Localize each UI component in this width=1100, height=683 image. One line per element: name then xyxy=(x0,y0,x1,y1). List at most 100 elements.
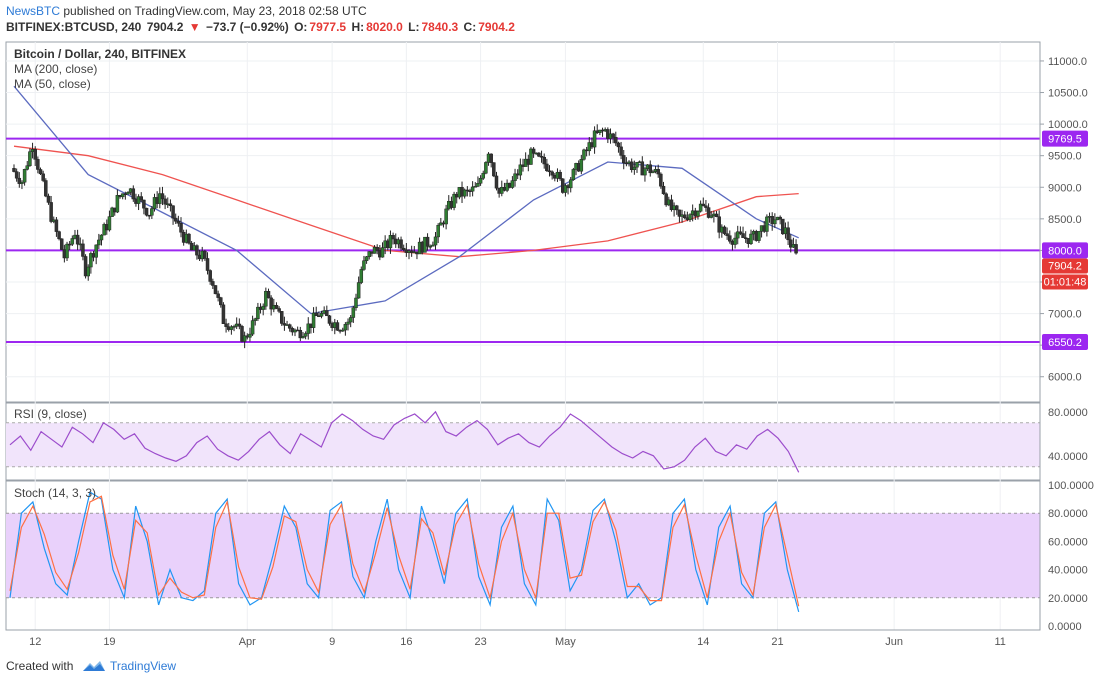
candle xyxy=(696,211,700,217)
candle xyxy=(306,323,311,334)
candle xyxy=(648,164,652,174)
candle xyxy=(179,223,183,233)
candle xyxy=(14,171,19,179)
created-with-text: Created with xyxy=(6,659,74,673)
candle xyxy=(484,162,488,174)
candle xyxy=(773,219,777,225)
candle xyxy=(492,162,496,177)
candle xyxy=(611,133,615,138)
y-tick-label: 10500.0 xyxy=(1048,88,1088,100)
chart-title: Bitcoin / Dollar, 240, BITFINEX xyxy=(14,47,186,61)
candle xyxy=(476,183,480,187)
candle xyxy=(33,149,37,160)
last-price-label: 7904.2 xyxy=(1048,260,1082,272)
axes: 12 19 Apr 9 16 23 May 14 21 Jun 11 11000.0 10500.0 10… xyxy=(6,42,1094,648)
candle xyxy=(388,235,393,249)
tradingview-logo-icon[interactable] xyxy=(82,658,106,674)
candle xyxy=(22,169,27,183)
candle xyxy=(59,238,64,250)
stoch-pane[interactable]: Stoch (14, 3, 3) xyxy=(6,486,1040,613)
candle xyxy=(717,216,721,233)
candle xyxy=(651,171,655,174)
candle xyxy=(187,233,191,244)
published-text: published on TradingView.com, May 23, 20… xyxy=(63,4,367,18)
candle xyxy=(614,136,618,144)
candle xyxy=(325,310,329,317)
stoch-tick-label: 80.0000 xyxy=(1048,508,1088,520)
price-change: −73.7 (−0.92%) xyxy=(205,20,289,34)
ma200-legend: MA (200, close) xyxy=(14,62,97,76)
publisher-line: NewsBTC published on TradingView.com, Ma… xyxy=(6,4,367,18)
candle xyxy=(20,181,24,184)
candle xyxy=(261,305,265,310)
candle xyxy=(171,205,175,219)
candle xyxy=(433,236,438,246)
candle xyxy=(168,203,173,206)
candle xyxy=(640,161,645,176)
footer: Created with TradingView xyxy=(0,650,1100,683)
candle xyxy=(131,188,136,200)
candle xyxy=(208,270,212,282)
candle xyxy=(75,234,80,245)
last-price-bg xyxy=(1042,258,1088,274)
candle xyxy=(163,198,167,205)
candle xyxy=(269,297,273,310)
candle xyxy=(107,216,112,231)
candle xyxy=(301,336,305,339)
candle xyxy=(531,148,536,154)
rsi-pane[interactable]: RSI (9, close) xyxy=(6,407,1040,473)
x-tick-label: 12 xyxy=(29,636,41,648)
candle xyxy=(12,168,16,172)
candle xyxy=(110,207,114,217)
y-tick-label: 6000.0 xyxy=(1048,372,1082,384)
rsi-tick-label: 40.0000 xyxy=(1048,451,1088,463)
y-tick-label: 10000.0 xyxy=(1048,119,1088,131)
candle xyxy=(242,335,247,342)
candle xyxy=(364,256,369,261)
candle xyxy=(465,189,470,192)
chart-header: NewsBTC published on TradingView.com, Ma… xyxy=(0,0,1100,38)
candle xyxy=(343,324,348,331)
stoch-d-line xyxy=(9,495,800,607)
low-label: L: xyxy=(408,20,420,34)
ma50-line xyxy=(13,85,799,315)
close-value: 7904.2 xyxy=(478,20,515,34)
candle xyxy=(425,236,430,247)
candle xyxy=(539,156,544,158)
x-tick-label: 19 xyxy=(103,636,115,648)
level-label-bg xyxy=(1042,130,1088,147)
candle xyxy=(542,156,546,165)
x-tick-label: 23 xyxy=(474,636,486,648)
candle xyxy=(36,159,40,170)
candle xyxy=(340,329,345,332)
candle xyxy=(545,163,549,172)
rsi-line xyxy=(9,410,800,473)
candle xyxy=(28,151,32,166)
candle xyxy=(473,185,478,188)
last-price: 7904.2 xyxy=(146,20,184,34)
candle xyxy=(139,196,143,201)
candle xyxy=(282,323,287,326)
candle xyxy=(346,321,350,325)
publisher-name[interactable]: NewsBTC xyxy=(6,4,61,18)
tradingview-link[interactable]: TradingView xyxy=(110,659,177,673)
candle xyxy=(160,193,165,200)
y-tick-label: 8500.0 xyxy=(1048,214,1082,226)
candle xyxy=(728,235,732,242)
candle xyxy=(94,244,98,258)
x-tick-label: Apr xyxy=(239,636,256,648)
candle xyxy=(659,173,663,187)
candle xyxy=(401,247,406,251)
level-label-bg xyxy=(1042,242,1088,259)
candle xyxy=(173,217,178,222)
level-label: 6550.2 xyxy=(1048,337,1082,349)
candle xyxy=(274,305,279,309)
stoch-band xyxy=(6,513,1040,598)
candle xyxy=(664,193,668,206)
candle xyxy=(266,291,271,299)
candle xyxy=(489,153,493,163)
candle xyxy=(49,202,53,222)
candle xyxy=(89,253,93,268)
